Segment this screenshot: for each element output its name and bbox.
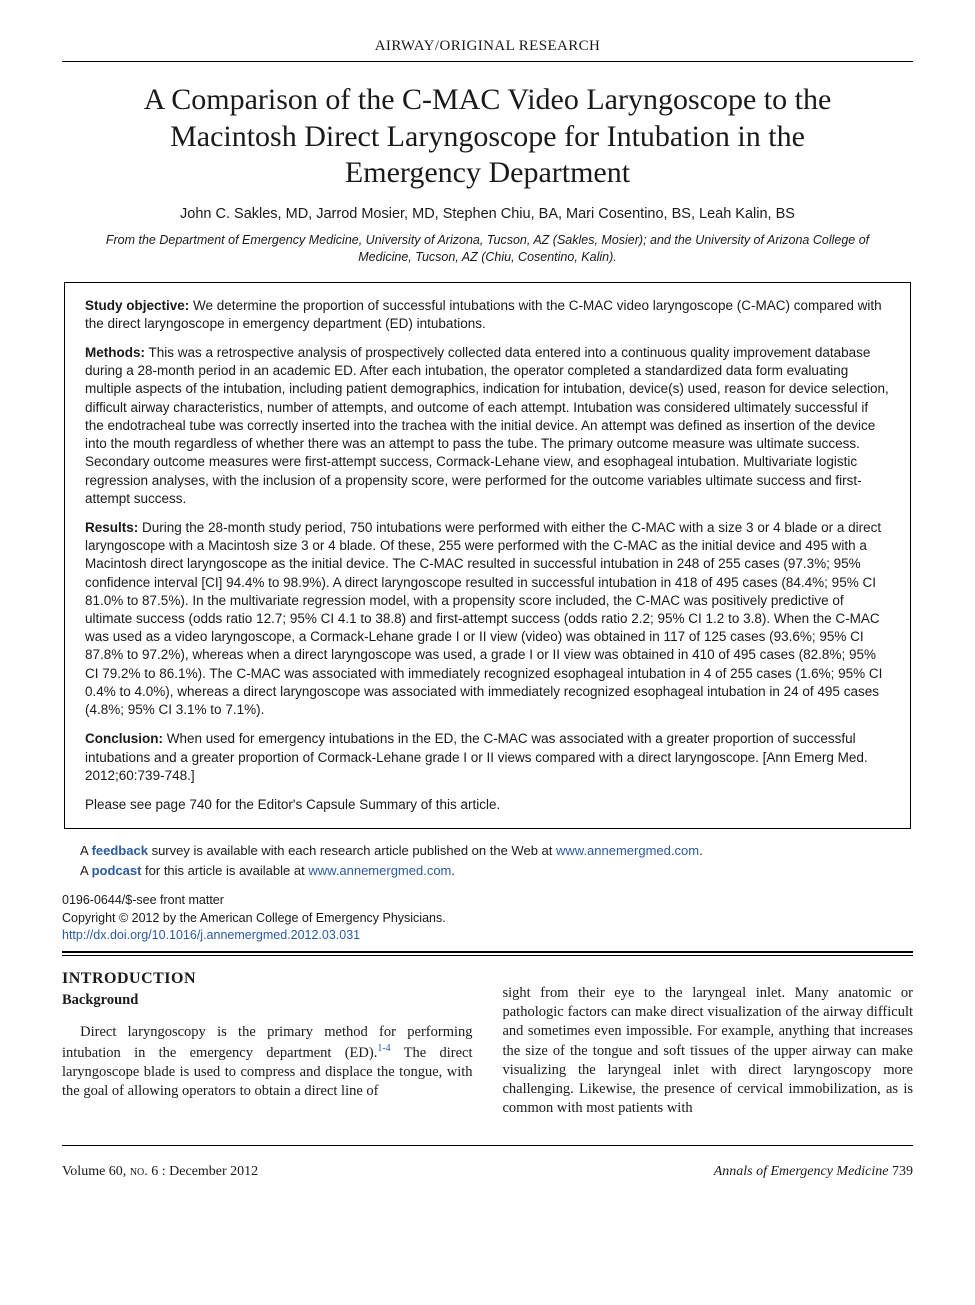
abstract-objective-text: We determine the proportion of successfu…: [85, 298, 882, 331]
podcast-pre: A: [80, 863, 92, 878]
feedback-post: .: [699, 843, 703, 858]
footer-right-group: Annals of Emergency Medicine 739: [714, 1164, 913, 1180]
abstract-objective: Study objective: We determine the propor…: [85, 297, 890, 333]
rule-mid-thin: [62, 955, 913, 956]
footer-date: : December 2012: [158, 1164, 258, 1179]
abstract-results-text: During the 28-month study period, 750 in…: [85, 520, 882, 717]
footer-volume-issue: Volume 60, no. 6 : December 2012: [62, 1164, 258, 1180]
podcast-bold[interactable]: podcast: [92, 863, 142, 878]
podcast-mid: for this article is available at: [141, 863, 308, 878]
abstract-results: Results: During the 28-month study perio…: [85, 519, 890, 719]
copyright-line-1: 0196-0644/$-see front matter: [62, 892, 913, 910]
article-title: A Comparison of the C-MAC Video Laryngos…: [102, 82, 873, 192]
footer-journal: Annals of Emergency Medicine: [714, 1164, 889, 1179]
supplementary-links: A feedback survey is available with each…: [80, 841, 903, 880]
section-introduction: INTRODUCTION: [62, 970, 473, 988]
abstract-conclusion-text: When used for emergency intubations in t…: [85, 731, 868, 782]
podcast-url[interactable]: www.annemergmed.com: [308, 863, 451, 878]
doi-link[interactable]: http://dx.doi.org/10.1016/j.annemergmed.…: [62, 927, 913, 945]
abstract-methods-text: This was a retrospective analysis of pro…: [85, 345, 889, 506]
body-paragraph-col1: Direct laryngoscopy is the primary metho…: [62, 1023, 473, 1101]
running-head: AIRWAY/ORIGINAL RESEARCH: [62, 38, 913, 55]
feedback-line: A feedback survey is available with each…: [80, 841, 903, 861]
column-right: sight from their eye to the laryngeal in…: [503, 970, 914, 1133]
podcast-post: .: [451, 863, 455, 878]
feedback-pre: A: [80, 843, 92, 858]
body-columns: INTRODUCTION Background Direct laryngosc…: [62, 970, 913, 1133]
feedback-mid: survey is available with each research a…: [148, 843, 556, 858]
abstract-editor-note: Please see page 740 for the Editor's Cap…: [85, 796, 890, 814]
author-list: John C. Sakles, MD, Jarrod Mosier, MD, S…: [62, 206, 913, 222]
feedback-bold[interactable]: feedback: [92, 843, 148, 858]
subheading-background: Background: [62, 992, 473, 1009]
body-paragraph-col2: sight from their eye to the laryngeal in…: [503, 984, 914, 1118]
footer-volume: Volume 60,: [62, 1164, 130, 1179]
page-footer: Volume 60, no. 6 : December 2012 Annals …: [62, 1164, 913, 1180]
footer-page-number: 739: [889, 1164, 914, 1179]
citation-1-4[interactable]: 1-4: [377, 1043, 390, 1054]
page: AIRWAY/ORIGINAL RESEARCH A Comparison of…: [0, 0, 975, 1210]
copyright-block: 0196-0644/$-see front matter Copyright ©…: [62, 892, 913, 945]
abstract-box: Study objective: We determine the propor…: [64, 282, 911, 830]
rule-footer: [62, 1145, 913, 1146]
rule-top: [62, 61, 913, 62]
abstract-label-conclusion: Conclusion:: [85, 731, 163, 746]
podcast-line: A podcast for this article is available …: [80, 861, 903, 881]
abstract-methods: Methods: This was a retrospective analys…: [85, 344, 890, 508]
affiliation: From the Department of Emergency Medicin…: [92, 232, 883, 266]
column-left: INTRODUCTION Background Direct laryngosc…: [62, 970, 473, 1133]
copyright-line-2: Copyright © 2012 by the American College…: [62, 910, 913, 928]
footer-issue: no. 6: [130, 1164, 158, 1179]
abstract-label-results: Results:: [85, 520, 138, 535]
feedback-url[interactable]: www.annemergmed.com: [556, 843, 699, 858]
abstract-label-objective: Study objective:: [85, 298, 189, 313]
abstract-conclusion: Conclusion: When used for emergency intu…: [85, 730, 890, 785]
abstract-label-methods: Methods:: [85, 345, 145, 360]
